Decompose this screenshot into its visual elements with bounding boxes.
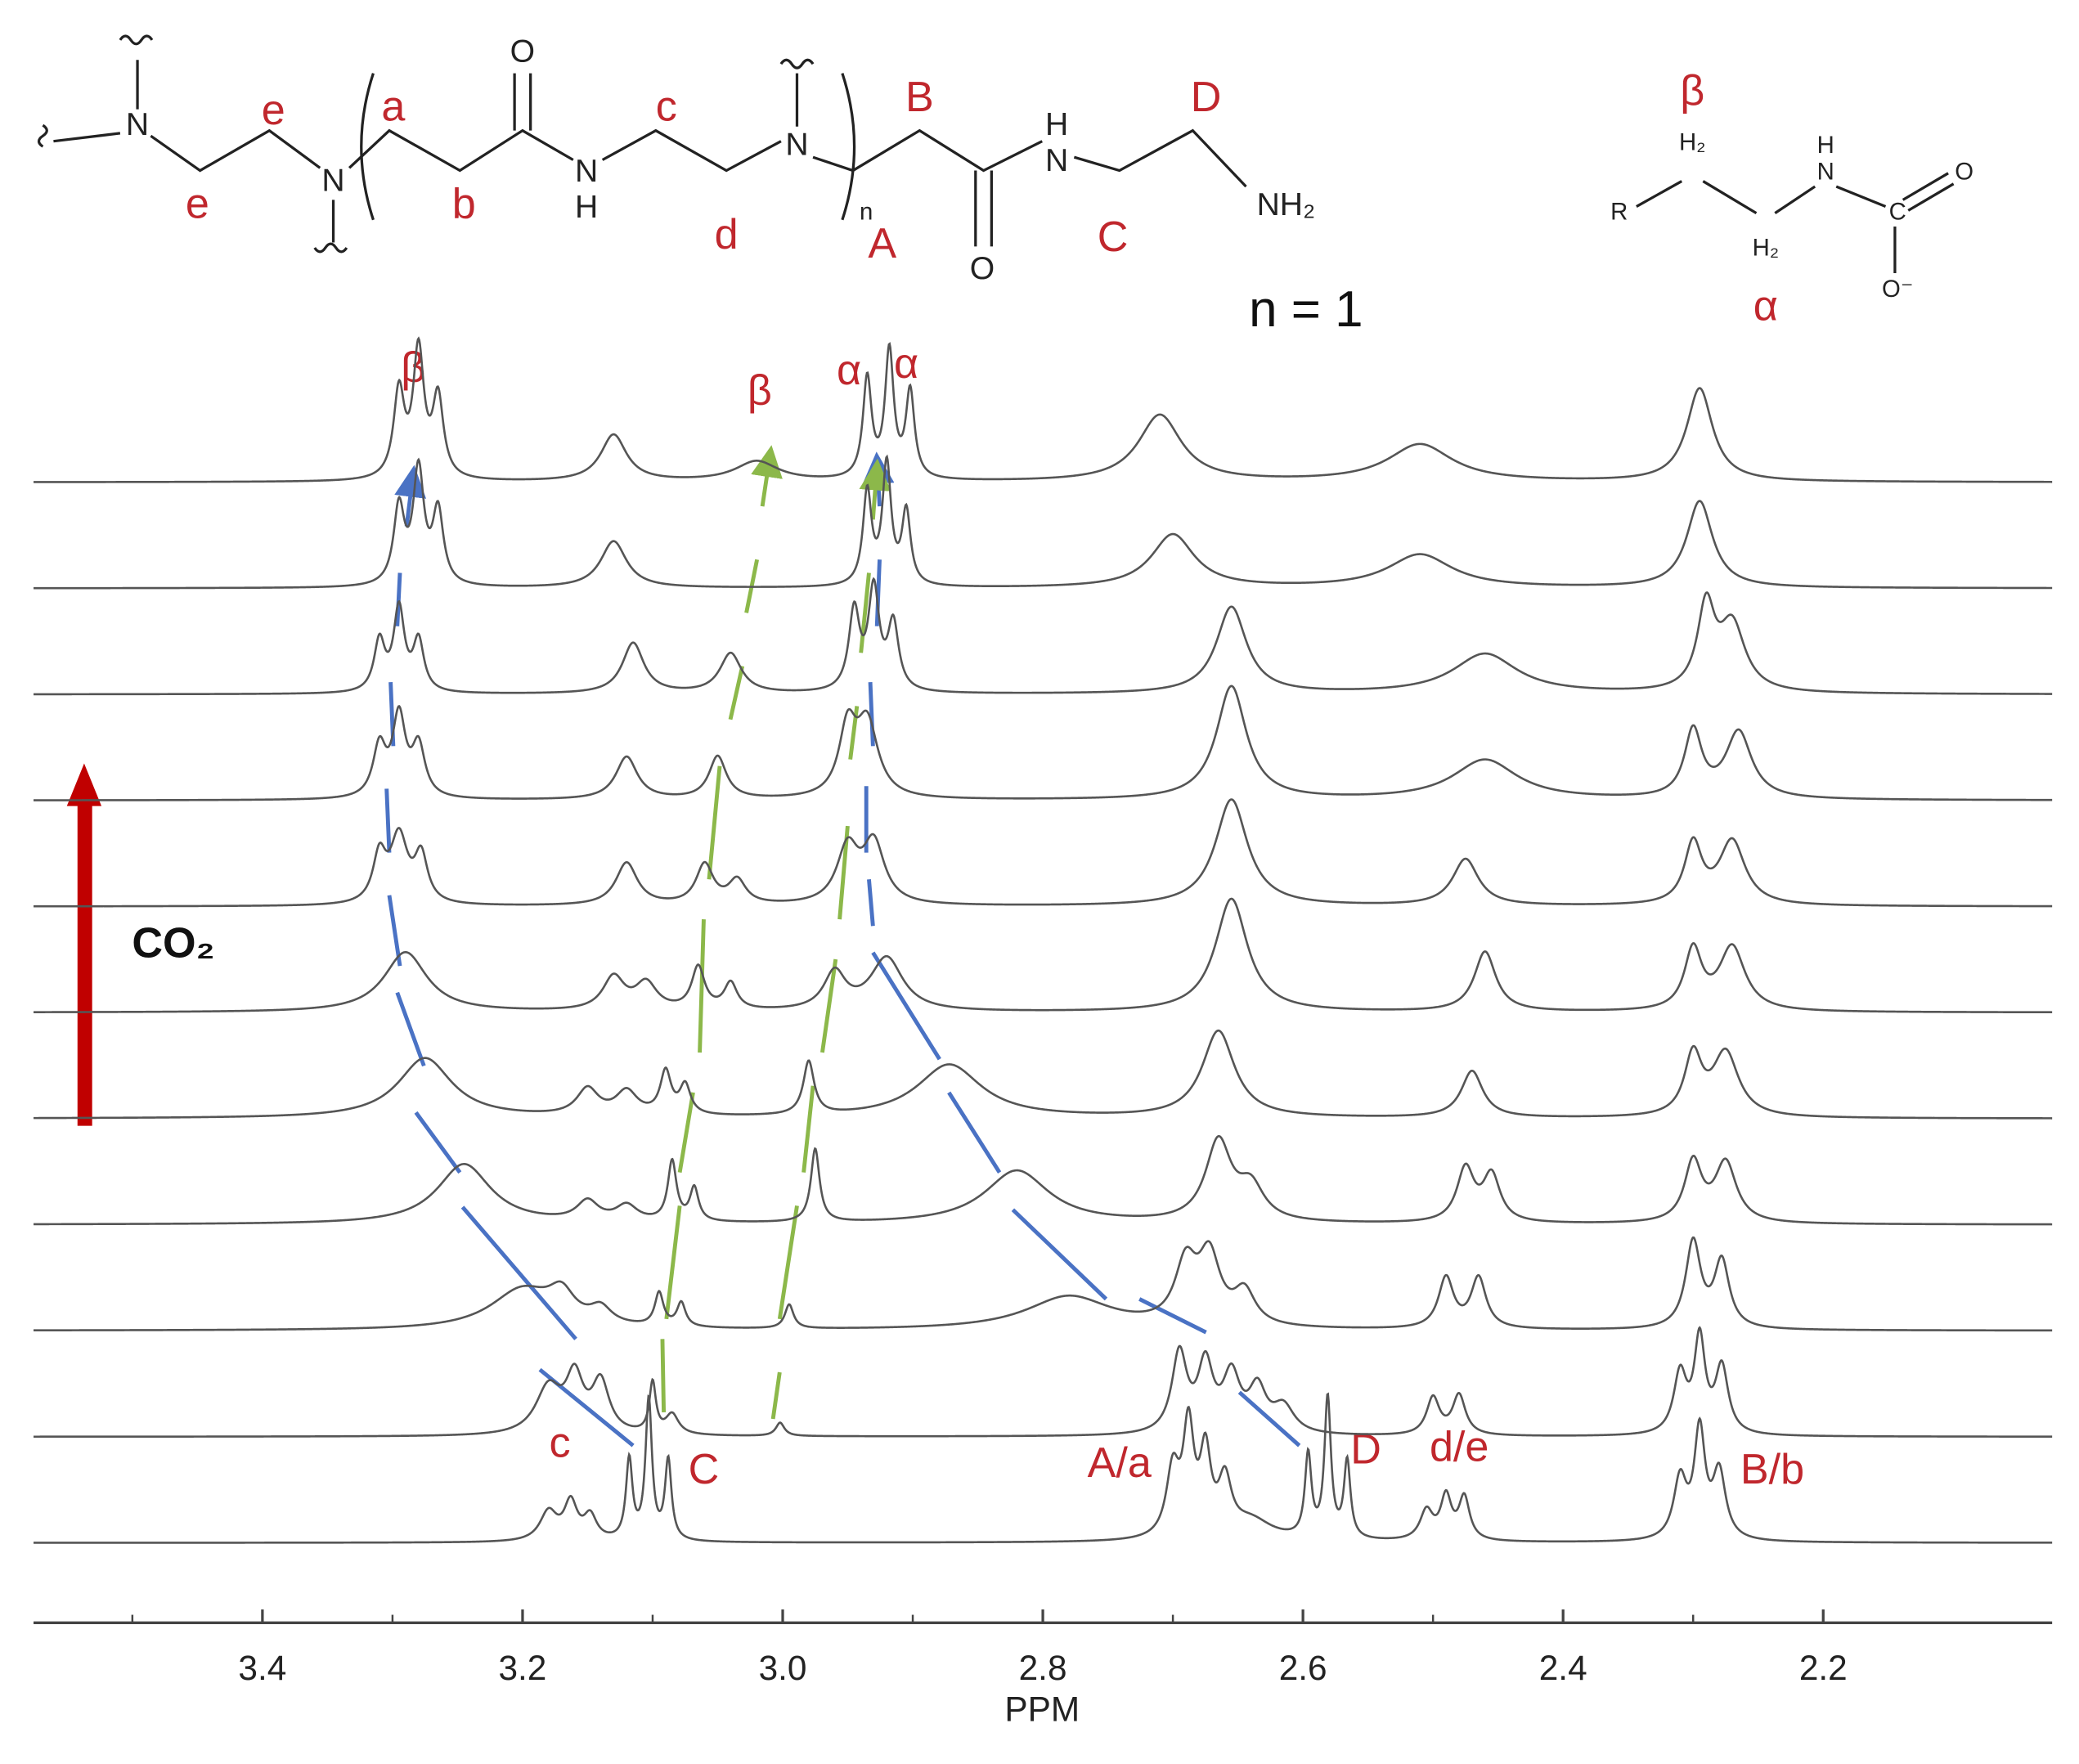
x-tick-label: 2.2 bbox=[1799, 1649, 1848, 1687]
atom: O bbox=[1955, 159, 1973, 186]
x-tick-label: 3.0 bbox=[759, 1649, 807, 1687]
peak-label: A/a bbox=[1088, 1439, 1152, 1487]
spectrum bbox=[33, 454, 2053, 590]
peak-label: α bbox=[894, 340, 918, 388]
spectrum bbox=[33, 798, 2053, 908]
peak-label: c bbox=[549, 1419, 570, 1466]
atom: N bbox=[1045, 143, 1068, 178]
peak-label: β bbox=[748, 366, 772, 414]
spectrum bbox=[33, 336, 2053, 483]
label: c bbox=[656, 83, 677, 130]
x-tick-label: 2.8 bbox=[1019, 1649, 1067, 1687]
x-axis-label: PPM bbox=[1004, 1690, 1080, 1729]
label: b bbox=[452, 180, 476, 227]
left-structure-bonds bbox=[37, 34, 1247, 254]
spectrum bbox=[33, 1392, 2053, 1544]
co2-arrow: CO₂ bbox=[66, 763, 215, 1126]
spectrum bbox=[33, 1134, 2053, 1226]
label: B bbox=[905, 74, 934, 121]
label: α bbox=[1753, 283, 1778, 330]
atom: N bbox=[321, 164, 344, 199]
shift-arrows bbox=[387, 453, 1301, 1448]
atom: H₂ bbox=[1753, 234, 1780, 261]
x-tick-label: 3.4 bbox=[238, 1649, 286, 1687]
label: e bbox=[262, 87, 285, 134]
atom: C bbox=[1889, 198, 1906, 225]
atom: N bbox=[126, 107, 149, 142]
atom: H bbox=[1817, 132, 1834, 159]
atom: R bbox=[1610, 198, 1628, 225]
atom: n bbox=[860, 198, 873, 225]
spectrum bbox=[33, 897, 2053, 1014]
label: a bbox=[381, 83, 405, 130]
label: e bbox=[186, 180, 209, 227]
label: C bbox=[1098, 213, 1129, 261]
spectrum bbox=[33, 1326, 2053, 1439]
spectrum bbox=[33, 577, 2053, 696]
atom: O bbox=[970, 251, 995, 286]
co2-label: CO₂ bbox=[132, 919, 214, 967]
x-tick-label: 3.2 bbox=[499, 1649, 547, 1687]
peak-label: C bbox=[689, 1446, 720, 1493]
label: d bbox=[715, 211, 739, 258]
x-tick-label: 2.4 bbox=[1539, 1649, 1587, 1687]
label: D bbox=[1191, 74, 1222, 121]
peak-label: α bbox=[837, 347, 861, 394]
x-tick-label: 2.6 bbox=[1279, 1649, 1327, 1687]
spectrum bbox=[33, 1236, 2053, 1332]
caption: n = 1 bbox=[1249, 281, 1363, 338]
atom: O bbox=[510, 34, 535, 69]
atom: N bbox=[1817, 159, 1834, 186]
peak-label: d/e bbox=[1430, 1423, 1489, 1470]
atom: H bbox=[575, 190, 598, 225]
peak-label: B/b bbox=[1740, 1446, 1804, 1493]
spectrum bbox=[33, 685, 2053, 801]
label: A bbox=[868, 220, 896, 267]
spectrum bbox=[33, 1029, 2053, 1120]
atom: O⁻ bbox=[1882, 276, 1913, 303]
peak-labels: c C A/a D d/e B/b β β α α bbox=[401, 340, 1804, 1493]
atom: H bbox=[1045, 107, 1068, 142]
atom: NH₂ bbox=[1257, 187, 1316, 222]
atom: N bbox=[575, 154, 598, 189]
right-structure: R H₂ H₂ H N C O O⁻ β α bbox=[1610, 67, 1973, 330]
left-structure-atoms: N N O N H N H N O NH₂ n e e a b c d B A … bbox=[126, 34, 1363, 338]
atom: H₂ bbox=[1679, 129, 1706, 156]
atom: N bbox=[785, 128, 808, 163]
label: β bbox=[1680, 67, 1704, 114]
